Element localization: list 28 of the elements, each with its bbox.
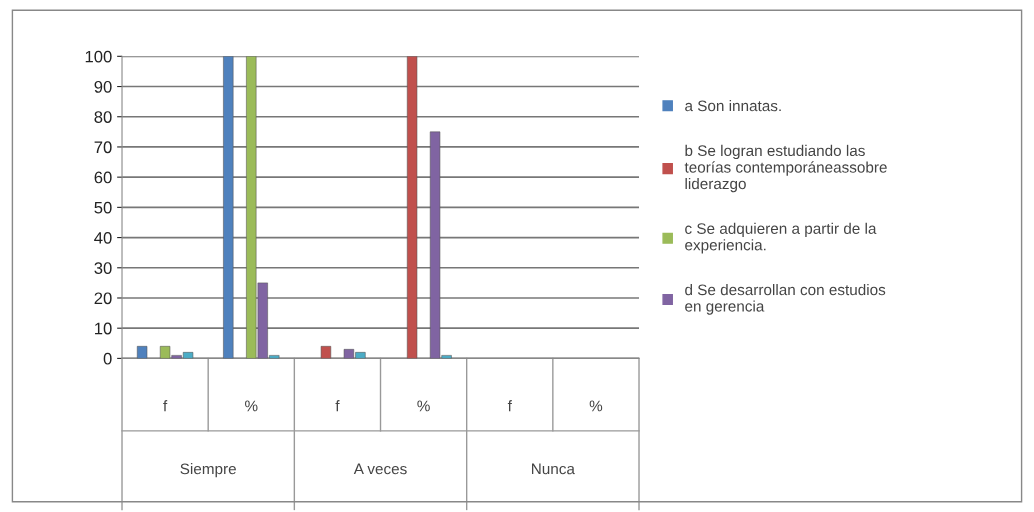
y-tick-label: 60 (94, 171, 112, 184)
x-tick-label: % (417, 400, 430, 412)
bar (136, 346, 148, 359)
text: Siempre (180, 463, 236, 478)
x-tick-label: f (335, 400, 340, 412)
x-tick-label: % (245, 400, 258, 412)
bar (320, 346, 332, 359)
y-tick-label: 70 (94, 141, 112, 154)
y-tick-label: 50 (94, 201, 112, 214)
legend-label: b Se logran estudiando las teorías contemporáneassobre liderazgo (684, 144, 887, 193)
y-tick-label: 80 (94, 111, 112, 123)
bar (406, 56, 418, 359)
y-tick-label: 10 (95, 322, 112, 335)
legend-label: c Se adquieren a partir de la experiencia. (685, 222, 877, 254)
y-tick-label: 20 (94, 292, 112, 305)
text: Nunca (532, 463, 575, 475)
x-tick-label: % (589, 400, 603, 412)
legend-label: d Se desarrollan con estudios en gerencia (685, 284, 886, 315)
x-tick-label: f (163, 400, 168, 412)
y-tick-label: 40 (94, 231, 112, 244)
y-tick-label: 30 (94, 262, 112, 274)
text: A veces (353, 463, 407, 475)
y-tick-label: 100 (85, 50, 112, 63)
y-tick-label: 0 (103, 352, 112, 365)
legend-label: a Son innatas. (685, 100, 781, 112)
x-tick-label: f (507, 400, 512, 412)
y-tick-label: 90 (94, 80, 112, 93)
bar (223, 56, 234, 359)
